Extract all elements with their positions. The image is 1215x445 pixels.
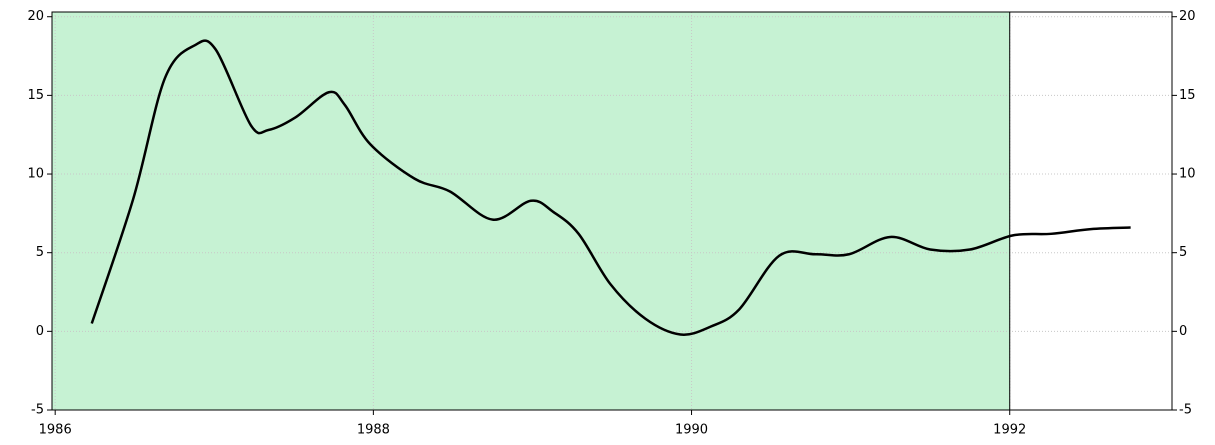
x-tick-label: 1988 — [357, 423, 390, 438]
y-tick-label: 5 — [36, 245, 44, 260]
y2-tick-label: -5 — [1179, 403, 1192, 418]
y-tick-label: 10 — [27, 167, 44, 182]
y-tick-label: -5 — [31, 403, 44, 418]
y2-tick-label: 15 — [1179, 88, 1196, 103]
y-tick-label: 15 — [27, 88, 44, 103]
y2-tick-label: 0 — [1179, 324, 1187, 339]
shaded-region — [52, 12, 1010, 410]
y-tick-label: 0 — [36, 324, 44, 339]
x-tick-label: 1986 — [39, 423, 72, 438]
x-tick-label: 1990 — [675, 423, 708, 438]
y2-tick-label: 10 — [1179, 167, 1196, 182]
y2-tick-label: 20 — [1179, 9, 1196, 24]
plot-frame — [51, 11, 1173, 411]
data-line — [90, 39, 1131, 336]
y2-tick-label: 5 — [1179, 245, 1187, 260]
x-tick-label: 1992 — [993, 423, 1026, 438]
y-tick-label: 20 — [27, 9, 44, 24]
